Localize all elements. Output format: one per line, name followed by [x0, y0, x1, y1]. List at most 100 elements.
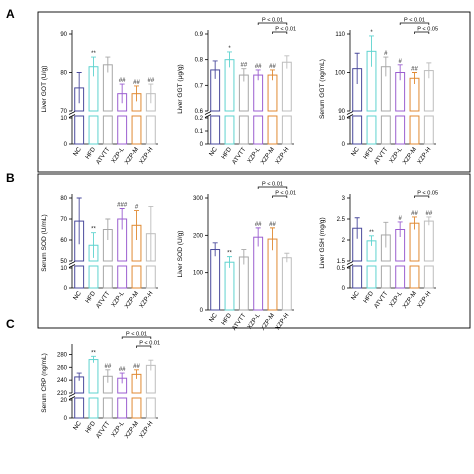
comparison-bracket	[257, 22, 288, 25]
bar-nc-lower	[74, 397, 85, 419]
bar-xzp-h	[281, 61, 292, 112]
bar-xzp-l-lower	[395, 115, 406, 145]
y-tick-label: 0.6	[195, 109, 204, 115]
bar-xzp-l-lower	[117, 397, 128, 419]
x-tick-label: XZP-M	[401, 146, 418, 166]
y-tick-label: 50	[60, 259, 67, 265]
bar-nc-lower	[352, 265, 363, 289]
error-bar	[354, 217, 360, 239]
x-tick-label: NC	[72, 290, 83, 302]
comparison-p-value: P < 0.05	[417, 191, 438, 197]
y-tick-label: 100	[335, 71, 346, 77]
error-bar	[148, 83, 154, 104]
bar-atvtt-lower	[102, 265, 113, 289]
x-tick-label: HFD	[84, 290, 97, 305]
error-bar	[76, 372, 82, 381]
x-tick-label: XZP-M	[123, 420, 140, 440]
y-tick-label: 0.8	[195, 58, 204, 64]
x-tick-label: NC	[72, 420, 83, 432]
error-bar	[105, 369, 111, 383]
error-bar	[119, 372, 125, 384]
x-tick-label: HFD	[362, 146, 375, 161]
bar-hfd-lower	[224, 115, 235, 145]
bar-xzp-l-lower	[395, 265, 406, 289]
error-bar	[119, 208, 125, 230]
comparison-p-value: P < 0.01	[275, 27, 296, 33]
bar-atvtt-lower	[380, 265, 391, 289]
significance-marker: #	[384, 51, 388, 57]
chart-crpC: C Serum CRP (ng/mL) 220 240 260 280 0 20 NC ** HFD…	[6, 317, 160, 440]
bar-xzp-h-lower	[423, 115, 434, 145]
error-bar	[76, 72, 82, 104]
error-bar	[148, 205, 154, 261]
comparison-p-value: P < 0.01	[139, 341, 160, 347]
x-tick-label: XZP-H	[138, 146, 154, 165]
comparison-p-value: P < 0.05	[417, 27, 438, 33]
error-bar	[426, 62, 432, 79]
chart-sggtA: Serum GGT (ng/mL) 90 100 110 0 10 NC * HFD # ATVTT…	[319, 18, 438, 166]
bar-hfd	[88, 359, 99, 394]
y-tick-label: 0	[200, 308, 204, 314]
bar-xzp-m-lower	[131, 115, 142, 145]
error-bar	[241, 68, 247, 82]
error-bar	[91, 232, 96, 258]
y-tick-label: 3	[342, 196, 346, 202]
y-tick-label: 200	[193, 233, 204, 239]
y-tick-label: 2	[342, 238, 346, 244]
significance-marker: ##	[269, 222, 276, 228]
significance-marker: ##	[133, 80, 140, 86]
bar-hfd	[224, 261, 235, 311]
x-tick-label: NC	[72, 146, 83, 158]
y-tick-label-lower: 0	[64, 286, 68, 292]
bar-xzp-m-lower	[267, 115, 278, 145]
error-bar	[284, 55, 290, 69]
y-tick-label-lower: 20	[60, 398, 67, 404]
y-tick-label-lower: 0.1	[195, 129, 204, 135]
axis-break-mark	[68, 111, 76, 118]
y-tick-label: 300	[193, 196, 204, 202]
x-tick-label: XZP-M	[401, 290, 418, 310]
y-tick-label: 90	[60, 32, 67, 38]
y-tick-label: 0.9	[195, 32, 204, 38]
panel-letter-a: A	[6, 7, 15, 21]
y-tick-label-lower: 10	[60, 266, 67, 272]
bar-xzp-h-lower	[145, 265, 156, 289]
y-tick-label: 80	[60, 71, 67, 77]
y-tick-label-lower: 0	[342, 142, 346, 148]
comparison-p-value: P < 0.01	[262, 182, 283, 188]
significance-marker: #	[398, 59, 402, 65]
bar-nc-lower	[210, 115, 221, 145]
y-tick-label-lower: 0.2	[195, 116, 204, 122]
chart-sodB: B Serum SOD (U/mL) 50 60 70 80 0 10 NC ** HFDATVTT…	[6, 171, 158, 310]
x-tick-label: ATVTT	[95, 420, 112, 440]
bar-hfd-lower	[88, 265, 99, 289]
significance-marker: ##	[104, 364, 111, 370]
error-bar	[397, 64, 403, 81]
bar-atvtt	[238, 256, 249, 311]
bar-atvtt-lower	[102, 397, 113, 419]
bar-atvtt-lower	[102, 115, 113, 145]
x-tick-label: XZP-H	[138, 290, 154, 309]
y-tick-label-lower: 10	[338, 116, 345, 122]
significance-marker: ##	[411, 67, 418, 73]
y-tick-label-lower: 10	[60, 116, 67, 122]
y-tick-label-lower: 0.5	[337, 266, 346, 272]
y-tick-label-lower: 0	[64, 416, 68, 422]
bar-xzp-m-lower	[409, 115, 420, 145]
panel-frame-a	[37, 11, 471, 173]
bar-xzp-h	[281, 257, 292, 311]
y-tick-label: 2.5	[337, 217, 346, 223]
y-tick-label: 280	[57, 352, 68, 358]
significance-marker: **	[91, 350, 96, 356]
y-tick-label: 240	[57, 378, 68, 384]
significance-marker: ##	[255, 222, 262, 228]
y-axis-label: Liver SOD (U/g)	[177, 231, 184, 278]
x-tick-label: XZP-H	[274, 312, 290, 331]
comparison-bracket	[399, 22, 430, 25]
x-tick-label: XZP-M	[123, 146, 140, 166]
error-bar	[369, 235, 374, 246]
error-bar	[255, 69, 261, 81]
